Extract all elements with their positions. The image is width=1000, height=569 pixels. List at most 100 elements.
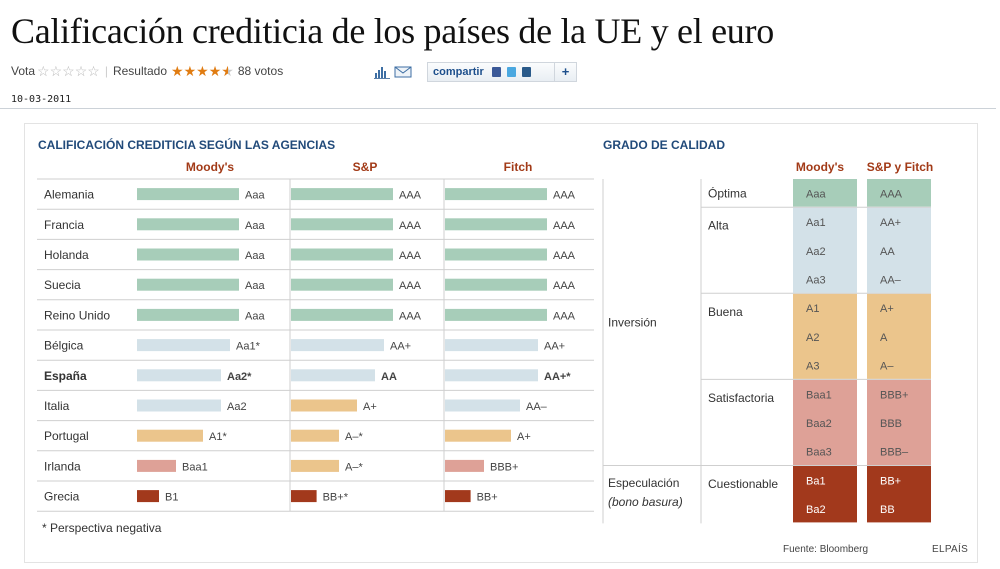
rating-bar bbox=[137, 308, 239, 321]
rating-label: Aaa bbox=[245, 220, 265, 232]
rating-label: AA+ bbox=[544, 341, 565, 353]
rating-bar bbox=[291, 459, 339, 472]
rating-label: Aa2* bbox=[227, 371, 252, 383]
rating-bar bbox=[291, 339, 384, 352]
share-box: compartir + bbox=[427, 62, 577, 82]
grade-step-sp-fitch: A bbox=[880, 332, 888, 344]
star-empty-icon[interactable]: ☆ bbox=[62, 63, 75, 79]
rating-label: BB+* bbox=[323, 492, 349, 504]
rating-bar bbox=[445, 339, 538, 352]
rating-chart: CALIFICACIÓN CREDITICIA SEGÚN LAS AGENCI… bbox=[37, 137, 933, 524]
rating-bar bbox=[137, 278, 239, 291]
rating-label: AAA bbox=[399, 220, 422, 232]
rating-label: AAA bbox=[553, 280, 576, 292]
rating-bar bbox=[291, 188, 393, 201]
chart-icon[interactable] bbox=[373, 65, 391, 79]
rating-bar bbox=[137, 490, 159, 503]
left-chart-title: CALIFICACIÓN CREDITICIA SEGÚN LAS AGENCI… bbox=[38, 137, 335, 152]
grade-step-sp-fitch: BBB+ bbox=[880, 389, 908, 401]
facebook-icon[interactable] bbox=[491, 67, 501, 77]
rating-bar bbox=[445, 308, 547, 321]
rating-bar bbox=[291, 278, 393, 291]
page-title: Calificación crediticia de los países de… bbox=[11, 11, 774, 51]
country-label: España bbox=[44, 369, 87, 383]
country-label: Alemania bbox=[44, 188, 94, 202]
grade-step-moodys: Aa1 bbox=[806, 217, 826, 229]
rating-label: A1* bbox=[209, 431, 227, 443]
country-label: Francia bbox=[44, 218, 84, 232]
grade-step-sp-fitch: BBB– bbox=[880, 447, 909, 459]
agency-header: Fitch bbox=[504, 160, 533, 174]
rating-label: BBB+ bbox=[490, 461, 518, 473]
grade-step-moodys: Aa3 bbox=[806, 274, 826, 286]
grade-step-sp-fitch: AA– bbox=[880, 274, 902, 286]
agency-header: S&P bbox=[353, 160, 378, 174]
agency-header: Moody's bbox=[186, 160, 235, 174]
rating-bar bbox=[291, 248, 393, 261]
rating-bar bbox=[291, 218, 393, 231]
rating-label: AAA bbox=[399, 250, 422, 262]
grade-block-moodys bbox=[793, 379, 857, 465]
votes-count: 88 votos bbox=[237, 64, 284, 78]
grade-step-moodys: Baa3 bbox=[806, 447, 832, 459]
rating-bar bbox=[137, 188, 239, 201]
share-button[interactable]: compartir bbox=[433, 66, 484, 78]
twitter-icon[interactable] bbox=[506, 67, 516, 77]
grade-block-sp-fitch bbox=[867, 379, 931, 465]
grade-label: Óptima bbox=[708, 185, 747, 200]
country-label: Italia bbox=[44, 399, 70, 413]
grade-step-sp-fitch: BBB bbox=[880, 418, 902, 430]
rating-bar bbox=[291, 399, 357, 412]
rating-bar bbox=[137, 369, 221, 382]
rating-bar bbox=[445, 218, 547, 231]
rating-bar bbox=[445, 369, 538, 382]
grade-label: Buena bbox=[708, 305, 743, 319]
vote-row: Vota ☆ ☆ ☆ ☆ ☆ | Resultado ★ ★ ★ ★ ★ 88 … bbox=[11, 62, 283, 80]
country-label: Holanda bbox=[44, 248, 89, 262]
result-stars: ★ ★ ★ ★ ★ bbox=[171, 64, 234, 78]
rating-bar bbox=[291, 308, 393, 321]
rating-label: Aaa bbox=[245, 250, 265, 262]
rating-label: AA– bbox=[526, 401, 548, 413]
grade-step-moodys: Baa2 bbox=[806, 418, 832, 430]
grade-step-sp-fitch: AA+ bbox=[880, 217, 901, 229]
rating-bar bbox=[291, 429, 339, 442]
bookmark-icon[interactable] bbox=[521, 67, 531, 77]
star-empty-icon[interactable]: ☆ bbox=[74, 63, 88, 79]
grade-label: Satisfactoria bbox=[708, 391, 774, 405]
grade-step-moodys: A1 bbox=[806, 303, 819, 315]
rating-label: BB+ bbox=[477, 492, 498, 504]
rating-label: Aaa bbox=[245, 190, 265, 202]
country-label: Portugal bbox=[44, 429, 89, 443]
grade-label: Alta bbox=[708, 219, 729, 233]
email-icon[interactable] bbox=[394, 65, 412, 79]
grade-block-moodys bbox=[793, 179, 857, 207]
country-label: Suecia bbox=[44, 278, 81, 292]
star-empty-icon[interactable]: ☆ bbox=[49, 63, 63, 79]
brand-credit: ELPAÍS bbox=[932, 544, 969, 555]
rating-label: AA bbox=[381, 371, 397, 383]
rating-bar bbox=[137, 399, 221, 412]
share-more-button[interactable]: + bbox=[554, 63, 576, 81]
rating-bar bbox=[291, 490, 317, 503]
grade-step-sp-fitch: AA bbox=[880, 246, 895, 258]
grade-step-moodys: Ba2 bbox=[806, 504, 826, 516]
star-empty-icon[interactable]: ☆ bbox=[37, 63, 50, 79]
country-label: Bélgica bbox=[44, 339, 84, 353]
footnote: * Perspectiva negativa bbox=[42, 521, 162, 535]
grade-block-moodys bbox=[793, 466, 857, 523]
star-empty-icon[interactable]: ☆ bbox=[87, 63, 100, 79]
rating-bar bbox=[137, 459, 176, 472]
rating-label: AAA bbox=[553, 190, 576, 202]
rating-label: B1 bbox=[165, 492, 178, 504]
rating-bar bbox=[445, 278, 547, 291]
rating-label: Baa1 bbox=[182, 461, 208, 473]
country-label: Reino Unido bbox=[44, 308, 110, 322]
star-full-icon: ★ bbox=[208, 63, 222, 79]
result-label: Resultado bbox=[112, 64, 168, 78]
category-label: Inversión bbox=[608, 316, 657, 330]
rating-bar bbox=[137, 429, 203, 442]
infographic: CALIFICACIÓN CREDITICIA SEGÚN LAS AGENCI… bbox=[24, 123, 978, 563]
rating-bar bbox=[291, 369, 375, 382]
scale-header: Moody's bbox=[796, 160, 845, 174]
